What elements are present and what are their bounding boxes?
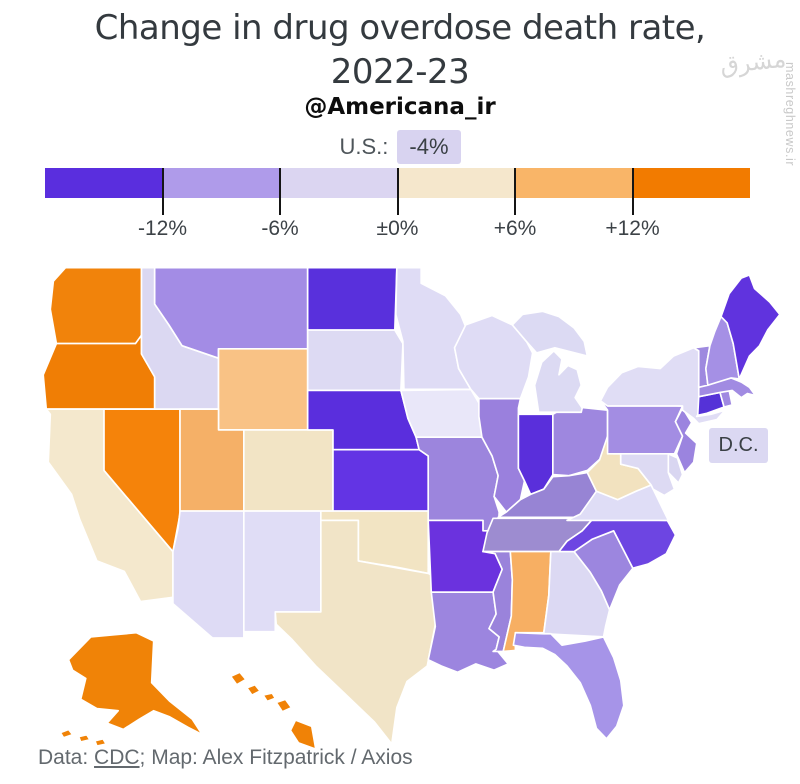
state-wi: Wisconsin (-6% to 0%) [453, 314, 534, 400]
legend-tick-label: +12% [605, 217, 660, 240]
state-de: Delaware (-6% to 0%) [667, 453, 684, 484]
state-mi-upper: Michigan (-6% to 0%) [511, 310, 589, 357]
state-mi-lower: Michigan (-6% to 0%) [533, 350, 584, 414]
legend-swatch [515, 168, 633, 198]
legend-swatch [280, 168, 398, 198]
legend-tick-label: -6% [261, 217, 299, 240]
legend-tick-label: +6% [493, 217, 537, 240]
state-ak: Alaska (> +12%) [67, 631, 204, 736]
footer-text: Data: CDC; Map: Alex Fitzpatrick / Axios [38, 746, 413, 770]
watermark-site-text: mashreghnews.ir [783, 62, 797, 167]
state-pa: Pennsylvania (-12% to -6%) [600, 401, 684, 455]
state-hi-kauai: Hawaii (> +12%) [229, 671, 247, 686]
state-tx: Texas (0% to +6%) [274, 519, 437, 745]
state-mo: Missouri (-12% to -6%) [415, 436, 500, 532]
us-overall-row: U.S.: -4% [0, 130, 800, 164]
state-wa: Washington (> +12%) [49, 266, 143, 345]
legend-swatch [45, 168, 163, 198]
state-or: Oregon (> +12%) [42, 334, 156, 410]
state-hi-oahu: Hawaii (> +12%) [246, 683, 261, 696]
dc-label: D.C. [718, 434, 759, 456]
state-hi-maui: Hawaii (> +12%) [275, 698, 293, 713]
dc-label-box: D.C. [709, 428, 768, 463]
legend-swatch [162, 168, 280, 198]
legend-tick-label: -12% [137, 217, 188, 240]
state-me: Maine (< -12%) [720, 274, 781, 380]
state-ia: Iowa (-6% to 0%) [400, 388, 490, 439]
state-hi-molokai: Hawaii (> +12%) [262, 692, 277, 703]
state-wy: Wyoming (+6% to +12%) [217, 347, 309, 431]
state-co: Colorado (0% to +6%) [243, 429, 334, 512]
page-title-line2: 2022-23 [330, 52, 470, 92]
page-title-line1: Change in drug overdose death rate, [94, 8, 706, 48]
legend-swatch [632, 168, 750, 198]
state-az: Arizona (-6% to 0%) [172, 510, 245, 639]
state-nc: North Carolina (< -12%) [558, 517, 677, 570]
legend-swatch [397, 168, 515, 198]
state-ak-aleutians: Alaska (> +12%) [59, 728, 107, 747]
us-map-svg: Washington (> +12%) Oregon (> +12%) Cali… [42, 266, 781, 751]
state-fl: Florida (-12% to -6%) [512, 631, 625, 740]
footer-prefix: Data: [38, 746, 95, 769]
subtitle-handle: @Americana_ir [304, 94, 496, 120]
us-stat-label: U.S.: [339, 134, 389, 159]
state-nd: North Dakota (< -12%) [306, 266, 398, 331]
us-stat-chip: -4% [397, 130, 461, 164]
legend-tick-label: ±0% [376, 217, 419, 240]
state-nj: New Jersey (-12% to -6%) [674, 407, 698, 474]
cdc-link[interactable]: CDC [94, 746, 140, 769]
state-ks: Kansas (< -12%) [332, 448, 430, 512]
state-hi-bigisland: Hawaii (> +12%) [289, 719, 317, 751]
legend-bar [45, 168, 750, 198]
state-sd: South Dakota (-6% to 0%) [306, 329, 404, 392]
footer-suffix: ; Map: Alex Fitzpatrick / Axios [139, 746, 413, 769]
